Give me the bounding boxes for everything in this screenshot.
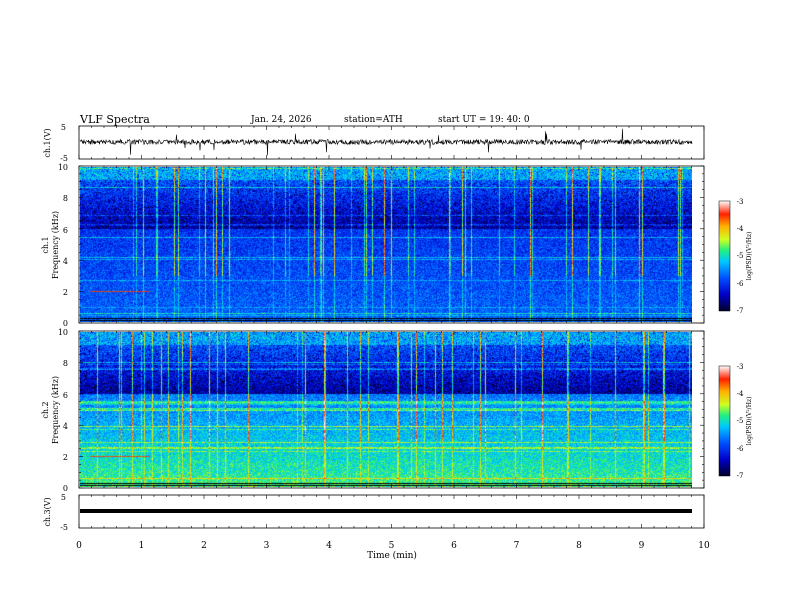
ch1-spec-ylabel-freq: Frequency (kHz) (51, 211, 60, 279)
ch1-waveform-line (79, 128, 693, 156)
xtick-label-0: 0 (76, 541, 82, 551)
ch2-spec-ytick-6: 6 (63, 391, 68, 400)
ch1-spec-ylabel-ch: ch.1 (41, 236, 50, 253)
ch1-cbar-tick-m3: -3 (737, 198, 744, 206)
ch1-ylabel: ch.1(V) (43, 128, 52, 157)
ch2-spec-ytick-4: 4 (63, 422, 68, 431)
xtick-label-4: 4 (326, 541, 332, 551)
ch2-spec-ylabel-ch: ch.2 (41, 401, 50, 418)
ch3-ytick-top: 5 (61, 493, 66, 502)
ch1-cbar-label: log(PSD)(V²/Hz) (746, 232, 753, 281)
x-axis-label: Time (min) (367, 550, 417, 561)
xtick-label-2: 2 (201, 541, 207, 551)
ch2-spec-ytick-8: 8 (63, 359, 68, 368)
ch2-cbar-label: log(PSD)(V²/Hz) (746, 397, 753, 446)
chart-title: VLF Spectra (80, 113, 150, 126)
ch1-cbar-tick-m4: -4 (737, 225, 744, 233)
xtick-label-3: 3 (264, 541, 270, 551)
ch2-colorbar (718, 365, 731, 477)
xtick-label-9: 9 (639, 541, 645, 551)
ch1-colorbar (718, 200, 731, 312)
station-label: station=ATH (344, 115, 403, 125)
ch1-spec-ytick-4: 4 (63, 257, 68, 266)
ch2-spec-ylabel-freq: Frequency (kHz) (51, 376, 60, 444)
ch2-cbar-tick-m3: -3 (737, 363, 744, 371)
ch3-ytick-bottom: -5 (60, 523, 68, 532)
ch2-cbar-tick-m7: -7 (737, 472, 744, 480)
ch1-cbar-tick-m6: -6 (737, 280, 744, 288)
x-axis-tick-labels: 0 1 2 3 4 5 6 7 8 9 10 (76, 541, 710, 551)
ch1-ytick-bottom: -5 (60, 154, 68, 163)
ch1-ytick-top: 5 (61, 123, 66, 132)
ch1-spec-ytick-10: 10 (58, 163, 68, 172)
ch2-cbar-tick-m6: -6 (737, 445, 744, 453)
ch2-spec-ytick-0: 0 (63, 484, 68, 493)
ch1-cbar-tick-m7: -7 (737, 307, 744, 315)
ch1-spec-ytick-6: 6 (63, 226, 68, 235)
ch3-ylabel: ch.3(V) (43, 497, 52, 526)
xtick-label-10: 10 (698, 541, 710, 551)
ch2-cbar-tick-m4: -4 (737, 390, 744, 398)
ch1-cbar-tick-m5: -5 (737, 252, 744, 260)
ch3-waveform-line (80, 509, 692, 513)
axis-ticks (78, 126, 705, 528)
xtick-label-1: 1 (139, 541, 145, 551)
start-time-label: start UT = 19: 40: 0 (438, 115, 530, 125)
ch2-spec-ytick-10: 10 (58, 328, 68, 337)
ch1-spec-ytick-0: 0 (63, 319, 68, 328)
ch2-spec-ytick-2: 2 (63, 453, 68, 462)
ch1-spec-ytick-2: 2 (63, 288, 68, 297)
ch2-cbar-tick-m5: -5 (737, 417, 744, 425)
ch1-spectrogram-image (80, 167, 692, 322)
date-label: Jan. 24, 2026 (251, 115, 312, 125)
xtick-label-7: 7 (514, 541, 520, 551)
ch2-spectrogram-image (80, 332, 692, 487)
xtick-label-6: 6 (451, 541, 457, 551)
xtick-label-8: 8 (576, 541, 582, 551)
xtick-label-5: 5 (389, 541, 395, 551)
ch1-spec-ytick-8: 8 (63, 194, 68, 203)
